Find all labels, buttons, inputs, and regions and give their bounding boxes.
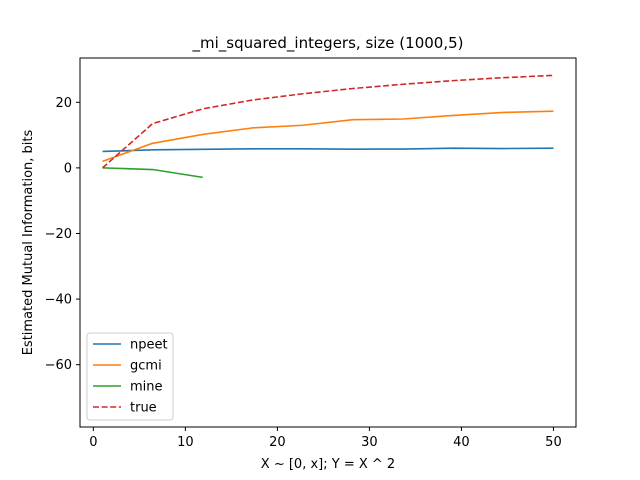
y-tick-label: 20 <box>55 96 72 111</box>
plot-frame <box>79 57 577 428</box>
y-tick-label: −20 <box>45 227 72 242</box>
series-line-npeet <box>102 147 554 153</box>
axis-ticks: 0 10 20 30 40 50 −60 −40 −20 0 20 <box>45 96 562 450</box>
legend-label-gcmi: gcmi <box>130 359 162 374</box>
x-tick-label: 30 <box>361 435 378 450</box>
legend-box <box>86 332 174 421</box>
x-tick-label: 0 <box>89 435 97 450</box>
y-tick-label: −40 <box>45 293 72 308</box>
x-tick-label: 20 <box>269 435 286 450</box>
y-tick-label: −60 <box>45 358 72 373</box>
series-line-mine <box>102 167 203 179</box>
y-axis-label: Estimated Mutual Information, bits <box>21 129 36 355</box>
series-line-gcmi <box>102 110 554 163</box>
series-line-true <box>102 74 554 169</box>
legend-label-npeet: npeet <box>130 338 168 353</box>
y-tick-label: 0 <box>64 161 72 176</box>
x-axis-label: X ~ [0, x]; Y = X ^ 2 <box>261 457 395 472</box>
legend: npeet gcmi mine true <box>86 332 174 421</box>
legend-label-true: true <box>130 401 157 416</box>
chart-title: _mi_squared_integers, size (1000,5) <box>192 34 464 53</box>
legend-label-mine: mine <box>130 380 163 395</box>
x-tick-label: 50 <box>545 435 562 450</box>
plot-area <box>102 74 554 179</box>
x-tick-label: 10 <box>177 435 194 450</box>
x-tick-label: 40 <box>453 435 470 450</box>
